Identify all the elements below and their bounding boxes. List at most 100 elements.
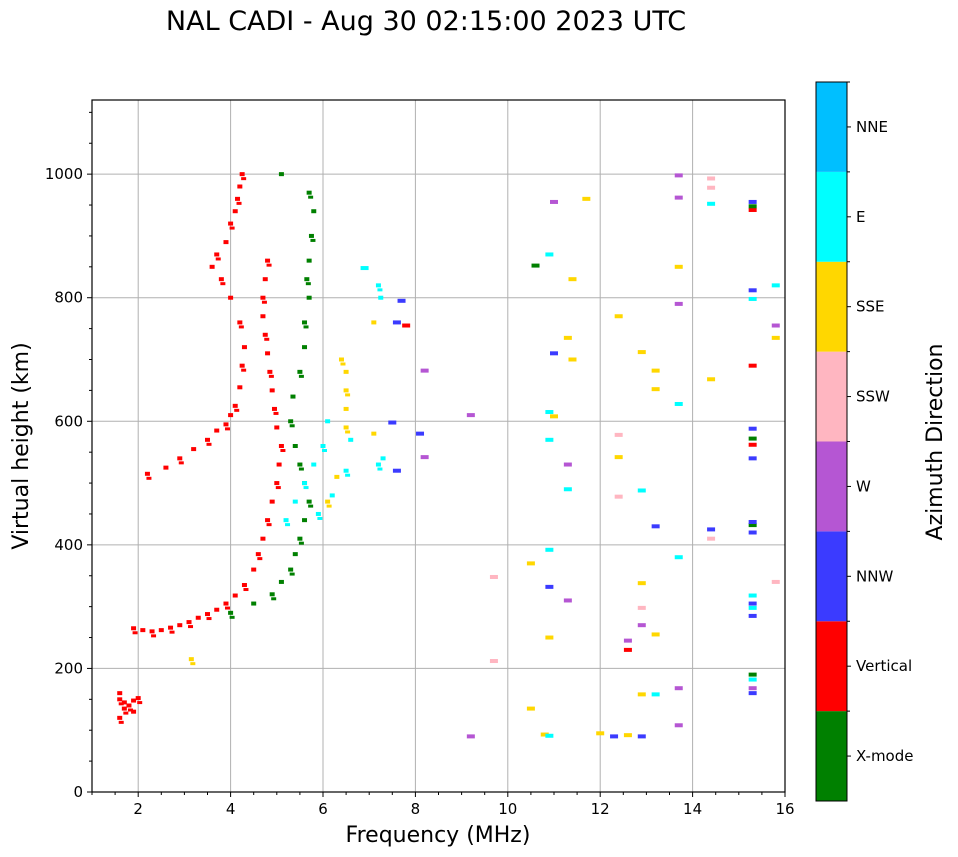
x-tick-label: 2 — [133, 800, 143, 818]
echo-point — [489, 574, 498, 579]
echo-point — [748, 530, 757, 535]
echo-point — [707, 536, 716, 541]
echo-point — [271, 406, 277, 411]
echo-point — [274, 481, 280, 486]
echo-point — [276, 462, 282, 467]
echo-point — [674, 301, 683, 306]
echo-point — [563, 462, 572, 467]
echo-point — [748, 677, 757, 682]
echo-point — [273, 411, 279, 415]
echo-point — [540, 732, 549, 737]
echo-point — [771, 283, 780, 288]
echo-point — [223, 601, 229, 606]
echo-point — [255, 552, 261, 557]
x-tick-label: 6 — [318, 800, 328, 818]
echo-point — [302, 345, 308, 350]
echo-point — [224, 606, 230, 610]
echo-point — [545, 410, 554, 415]
echo-point — [748, 523, 757, 528]
echo-point — [343, 369, 349, 374]
echo-point — [674, 555, 683, 560]
echo-point — [228, 413, 234, 418]
echo-point — [748, 363, 757, 368]
echo-point — [269, 499, 275, 504]
echo-point — [232, 403, 238, 408]
echo-point — [292, 552, 298, 557]
echo-point — [149, 629, 155, 634]
echo-point — [623, 733, 632, 738]
echo-marks — [117, 172, 780, 739]
echo-point — [371, 431, 377, 436]
echo-point — [290, 394, 296, 399]
echo-point — [329, 493, 335, 498]
echo-point — [288, 419, 294, 424]
colorbar-category-label: SSE — [856, 298, 885, 316]
echo-point — [131, 626, 137, 631]
echo-point — [748, 605, 757, 610]
echo-point — [305, 282, 311, 286]
echo-point — [186, 620, 192, 625]
echo-point — [267, 369, 273, 374]
echo-point — [623, 638, 632, 643]
echo-point — [545, 252, 554, 257]
echo-point — [545, 584, 554, 589]
echo-point — [623, 647, 632, 652]
echo-point — [302, 481, 308, 486]
echo-point — [131, 698, 137, 703]
echo-point — [377, 467, 383, 471]
echo-point — [236, 201, 242, 205]
echo-point — [306, 190, 312, 195]
echo-point — [195, 615, 201, 620]
echo-point — [223, 422, 229, 427]
echo-point — [260, 314, 266, 319]
echo-point — [144, 471, 150, 476]
echo-point — [298, 541, 304, 545]
chart-title: NAL CADI - Aug 30 02:15:00 2023 UTC — [165, 6, 687, 37]
echo-point — [237, 385, 243, 390]
echo-point — [239, 172, 245, 177]
echo-point — [132, 631, 138, 635]
colorbar-segment — [816, 441, 847, 532]
echo-point — [297, 536, 303, 541]
echo-point — [563, 335, 572, 340]
echo-point — [169, 630, 175, 634]
echo-point — [289, 424, 295, 428]
echo-point — [563, 598, 572, 603]
echo-point — [123, 711, 129, 715]
x-axis-ticks: 2 4 6 8 10 12 14 16 — [91, 792, 795, 818]
echo-point — [311, 462, 317, 467]
echo-point — [269, 388, 275, 393]
echo-point — [257, 557, 263, 561]
echo-point — [251, 567, 257, 572]
echo-point — [322, 449, 327, 452]
echo-point — [285, 523, 291, 527]
echo-point — [237, 320, 243, 325]
echo-point — [224, 427, 230, 431]
echo-point — [748, 207, 757, 212]
echo-point — [306, 499, 312, 504]
echo-point — [297, 462, 303, 467]
y-tick-label: 200 — [54, 659, 83, 677]
colorbar-segment — [816, 351, 847, 442]
echo-point — [651, 387, 660, 392]
colorbar-segment — [816, 171, 847, 262]
echo-point — [380, 456, 386, 461]
echo-point — [118, 702, 124, 706]
echo-point — [146, 476, 152, 480]
echo-point — [568, 357, 577, 362]
echo-point — [637, 605, 646, 610]
echo-point — [748, 199, 757, 204]
x-tick-label: 4 — [226, 800, 236, 818]
echo-point — [348, 437, 354, 442]
echo-point — [614, 494, 623, 499]
echo-point — [229, 226, 235, 230]
echo-point — [118, 720, 124, 724]
echo-point — [748, 593, 757, 598]
echo-point — [251, 601, 257, 606]
echo-point — [232, 593, 238, 598]
x-tick-label: 12 — [591, 800, 610, 818]
echo-point — [137, 701, 143, 705]
echo-point — [308, 195, 314, 199]
echo-point — [241, 177, 247, 181]
echo-point — [265, 351, 271, 356]
